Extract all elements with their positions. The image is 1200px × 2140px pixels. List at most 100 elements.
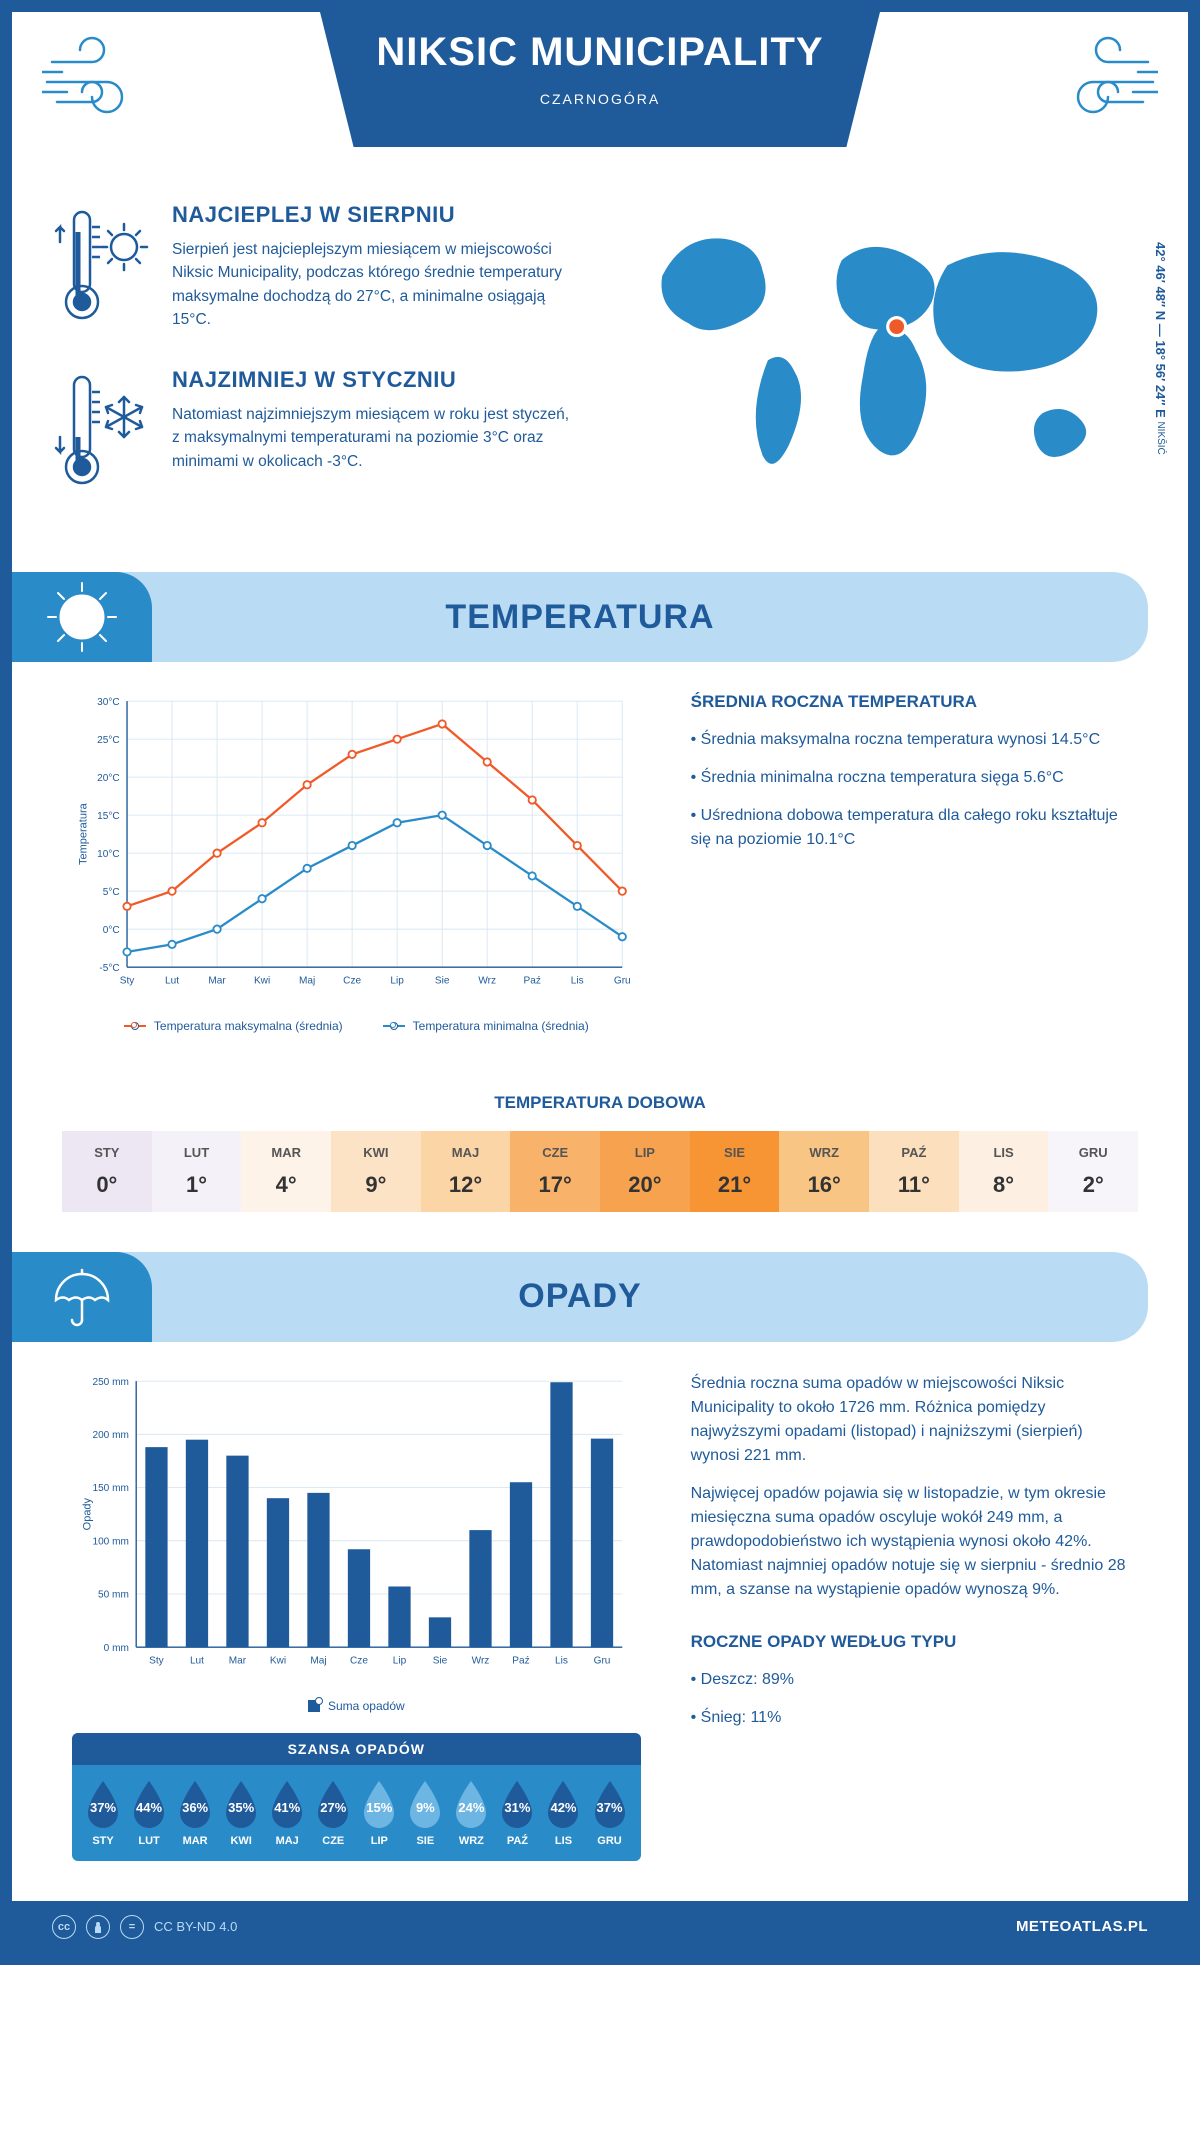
drop-icon: 15% xyxy=(358,1779,400,1829)
thermometer-cold-icon xyxy=(52,367,152,502)
by-type-lines: • Deszcz: 89%• Śnieg: 11% xyxy=(691,1668,1128,1730)
chance-value: 15% xyxy=(366,1800,392,1815)
coords-value: 42° 46′ 48″ N — 18° 56′ 24″ E xyxy=(1153,242,1168,418)
svg-text:Mar: Mar xyxy=(208,976,226,987)
chance-month: MAJ xyxy=(266,1835,308,1847)
chance-value: 42% xyxy=(550,1800,576,1815)
chance-value: 36% xyxy=(182,1800,208,1815)
daily-value: 4° xyxy=(241,1172,331,1198)
drop-icon: 41% xyxy=(266,1779,308,1829)
daily-cell: LIS 8° xyxy=(959,1131,1049,1212)
chance-month: SIE xyxy=(404,1835,446,1847)
chance-cell: 41% MAJ xyxy=(266,1779,308,1847)
chance-value: 44% xyxy=(136,1800,162,1815)
chance-month: KWI xyxy=(220,1835,262,1847)
chance-cell: 37% STY xyxy=(82,1779,124,1847)
daily-month: KWI xyxy=(331,1145,421,1160)
svg-text:Mar: Mar xyxy=(229,1655,247,1666)
daily-cell: SIE 21° xyxy=(690,1131,780,1212)
annual-temp-title: ŚREDNIA ROCZNA TEMPERATURA xyxy=(691,692,1128,712)
chance-month: CZE xyxy=(312,1835,354,1847)
daily-month: STY xyxy=(62,1145,152,1160)
chance-month: LIS xyxy=(542,1835,584,1847)
cc-icon: cc xyxy=(52,1915,76,1939)
precipitation-section: 0 mm50 mm100 mm150 mm200 mm250 mmStyLutM… xyxy=(12,1372,1188,1901)
drop-icon: 24% xyxy=(450,1779,492,1829)
daily-value: 0° xyxy=(62,1172,152,1198)
svg-text:Kwi: Kwi xyxy=(270,1655,286,1666)
hot-title: NAJCIEPLEJ W SIERPNIU xyxy=(172,202,580,228)
svg-text:Maj: Maj xyxy=(310,1655,326,1666)
chance-value: 27% xyxy=(320,1800,346,1815)
drop-icon: 37% xyxy=(82,1779,124,1829)
svg-text:5°C: 5°C xyxy=(103,887,120,898)
svg-text:Lut: Lut xyxy=(165,976,179,987)
daily-month: MAJ xyxy=(421,1145,511,1160)
hot-text: NAJCIEPLEJ W SIERPNIU Sierpień jest najc… xyxy=(172,202,580,337)
precip-title: OPADY xyxy=(152,1277,1148,1316)
drop-icon: 31% xyxy=(496,1779,538,1829)
daily-value: 9° xyxy=(331,1172,421,1198)
svg-text:Gru: Gru xyxy=(614,976,631,987)
temp-chart-col: -5°C0°C5°C10°C15°C20°C25°C30°CStyLutMarK… xyxy=(72,692,641,1033)
precip-text-col: Średnia roczna suma opadów w miejscowośc… xyxy=(691,1372,1128,1861)
title-banner: NIKSIC MUNICIPALITY CZARNOGÓRA xyxy=(320,12,880,147)
drop-icon: 35% xyxy=(220,1779,262,1829)
daily-month: MAR xyxy=(241,1145,331,1160)
chance-cell: 9% SIE xyxy=(404,1779,446,1847)
chance-cell: 35% KWI xyxy=(220,1779,262,1847)
daily-month: CZE xyxy=(510,1145,600,1160)
svg-text:Sie: Sie xyxy=(435,976,450,987)
daily-temp-title: TEMPERATURA DOBOWA xyxy=(12,1093,1188,1113)
chance-cell: 37% GRU xyxy=(589,1779,631,1847)
daily-temp-table: STY 0° LUT 1° MAR 4° KWI 9° MAJ 12° CZE … xyxy=(62,1131,1138,1212)
svg-text:-5°C: -5°C xyxy=(99,963,119,974)
chance-box: SZANSA OPADÓW 37% STY 44% LUT 36% MAR 35… xyxy=(72,1733,641,1861)
daily-cell: GRU 2° xyxy=(1048,1131,1138,1212)
daily-value: 21° xyxy=(690,1172,780,1198)
temp-legend: Temperatura maksymalna (średnia)Temperat… xyxy=(72,1019,641,1033)
svg-text:0 mm: 0 mm xyxy=(104,1643,129,1654)
temperature-banner: TEMPERATURA xyxy=(12,572,1148,662)
daily-value: 1° xyxy=(152,1172,242,1198)
svg-text:Lut: Lut xyxy=(190,1655,204,1666)
precip-para1: Średnia roczna suma opadów w miejscowośc… xyxy=(691,1372,1128,1468)
cold-title: NAJZIMNIEJ W STYCZNIU xyxy=(172,367,580,393)
svg-text:Temperatura: Temperatura xyxy=(78,802,90,865)
hot-block: NAJCIEPLEJ W SIERPNIU Sierpień jest najc… xyxy=(52,202,580,337)
precip-legend: Suma opadów xyxy=(72,1699,641,1713)
chance-month: LUT xyxy=(128,1835,170,1847)
annual-bullet: • Średnia maksymalna roczna temperatura … xyxy=(691,728,1128,752)
license-text: CC BY-ND 4.0 xyxy=(154,1919,237,1934)
chance-value: 31% xyxy=(504,1800,530,1815)
temp-text-col: ŚREDNIA ROCZNA TEMPERATURA • Średnia mak… xyxy=(691,692,1128,1033)
nd-icon: = xyxy=(120,1915,144,1939)
svg-text:Opady: Opady xyxy=(81,1497,93,1530)
wind-icon xyxy=(1018,32,1158,137)
cold-body: Natomiast najzimniejszym miesiącem w rok… xyxy=(172,403,580,473)
svg-text:Paź: Paź xyxy=(524,976,541,987)
precip-para2: Najwięcej opadów pojawia się w listopadz… xyxy=(691,1482,1128,1602)
precip-chart-col: 0 mm50 mm100 mm150 mm200 mm250 mmStyLutM… xyxy=(72,1372,641,1861)
daily-month: GRU xyxy=(1048,1145,1138,1160)
world-map xyxy=(620,202,1148,498)
daily-month: LIS xyxy=(959,1145,1049,1160)
svg-text:Lip: Lip xyxy=(390,976,404,987)
by-icon xyxy=(86,1915,110,1939)
drop-icon: 42% xyxy=(542,1779,584,1829)
daily-month: PAŹ xyxy=(869,1145,959,1160)
header: NIKSIC MUNICIPALITY CZARNOGÓRA xyxy=(12,12,1188,202)
svg-text:15°C: 15°C xyxy=(97,811,120,822)
svg-text:Wrz: Wrz xyxy=(478,976,496,987)
cold-block: NAJZIMNIEJ W STYCZNIU Natomiast najzimni… xyxy=(52,367,580,502)
svg-text:250 mm: 250 mm xyxy=(92,1377,128,1388)
precip-legend-label: Suma opadów xyxy=(328,1699,405,1713)
daily-cell: WRZ 16° xyxy=(779,1131,869,1212)
svg-text:Maj: Maj xyxy=(299,976,315,987)
intro: NAJCIEPLEJ W SIERPNIU Sierpień jest najc… xyxy=(12,202,1188,562)
daily-cell: KWI 9° xyxy=(331,1131,421,1212)
chance-cell: 44% LUT xyxy=(128,1779,170,1847)
daily-month: LUT xyxy=(152,1145,242,1160)
chance-cell: 42% LIS xyxy=(542,1779,584,1847)
daily-value: 2° xyxy=(1048,1172,1138,1198)
